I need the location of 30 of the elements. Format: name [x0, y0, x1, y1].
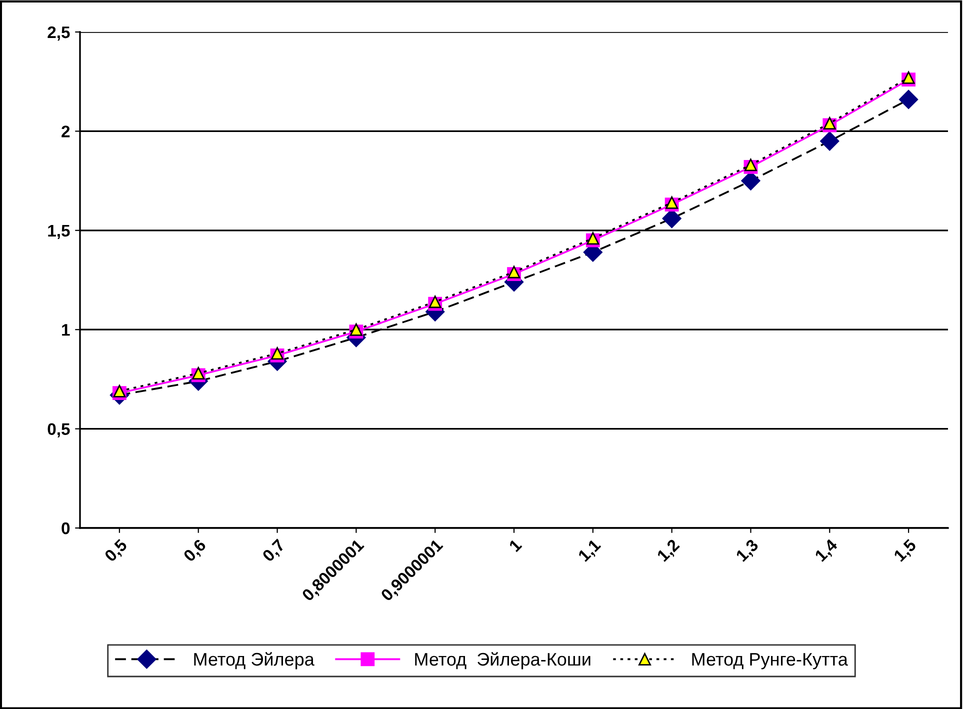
- x-tick-label: 0,5: [104, 538, 130, 564]
- legend-label: Метод Эйлера: [194, 652, 314, 670]
- x-tick-label: 1: [508, 538, 522, 552]
- x-tick-label: 1,3: [735, 538, 761, 564]
- x-tick-label: 0,6: [182, 538, 208, 564]
- point: [428, 296, 442, 308]
- point: [586, 232, 600, 245]
- point: [271, 347, 284, 360]
- y-tick-label: 0,5: [48, 423, 70, 438]
- legend-label: Метод Рунге-Кутта: [692, 653, 848, 670]
- legend-label: Метод Эйлера-Коши: [415, 652, 590, 670]
- point: [744, 158, 757, 172]
- x-tick-label: 0,7: [262, 538, 288, 564]
- x-tick-label: 1,5: [893, 538, 919, 564]
- point: [508, 266, 520, 278]
- x-tick-label: 1,4: [814, 538, 840, 564]
- point: [899, 90, 918, 109]
- y-tick-label: 1,5: [48, 224, 70, 240]
- y-tick-label: 1: [62, 324, 70, 336]
- y-tick-label: 0: [62, 522, 70, 534]
- point: [666, 196, 678, 209]
- point: [823, 117, 836, 130]
- point: [350, 323, 362, 336]
- x-tick-label: 1,1: [578, 538, 603, 564]
- point: [820, 132, 840, 151]
- y-tick-label: 2: [62, 126, 70, 138]
- x-tick-label: 1,2: [656, 538, 682, 564]
- point: [192, 367, 205, 380]
- y-tick-label: 2,5: [48, 26, 70, 41]
- point: [902, 71, 915, 84]
